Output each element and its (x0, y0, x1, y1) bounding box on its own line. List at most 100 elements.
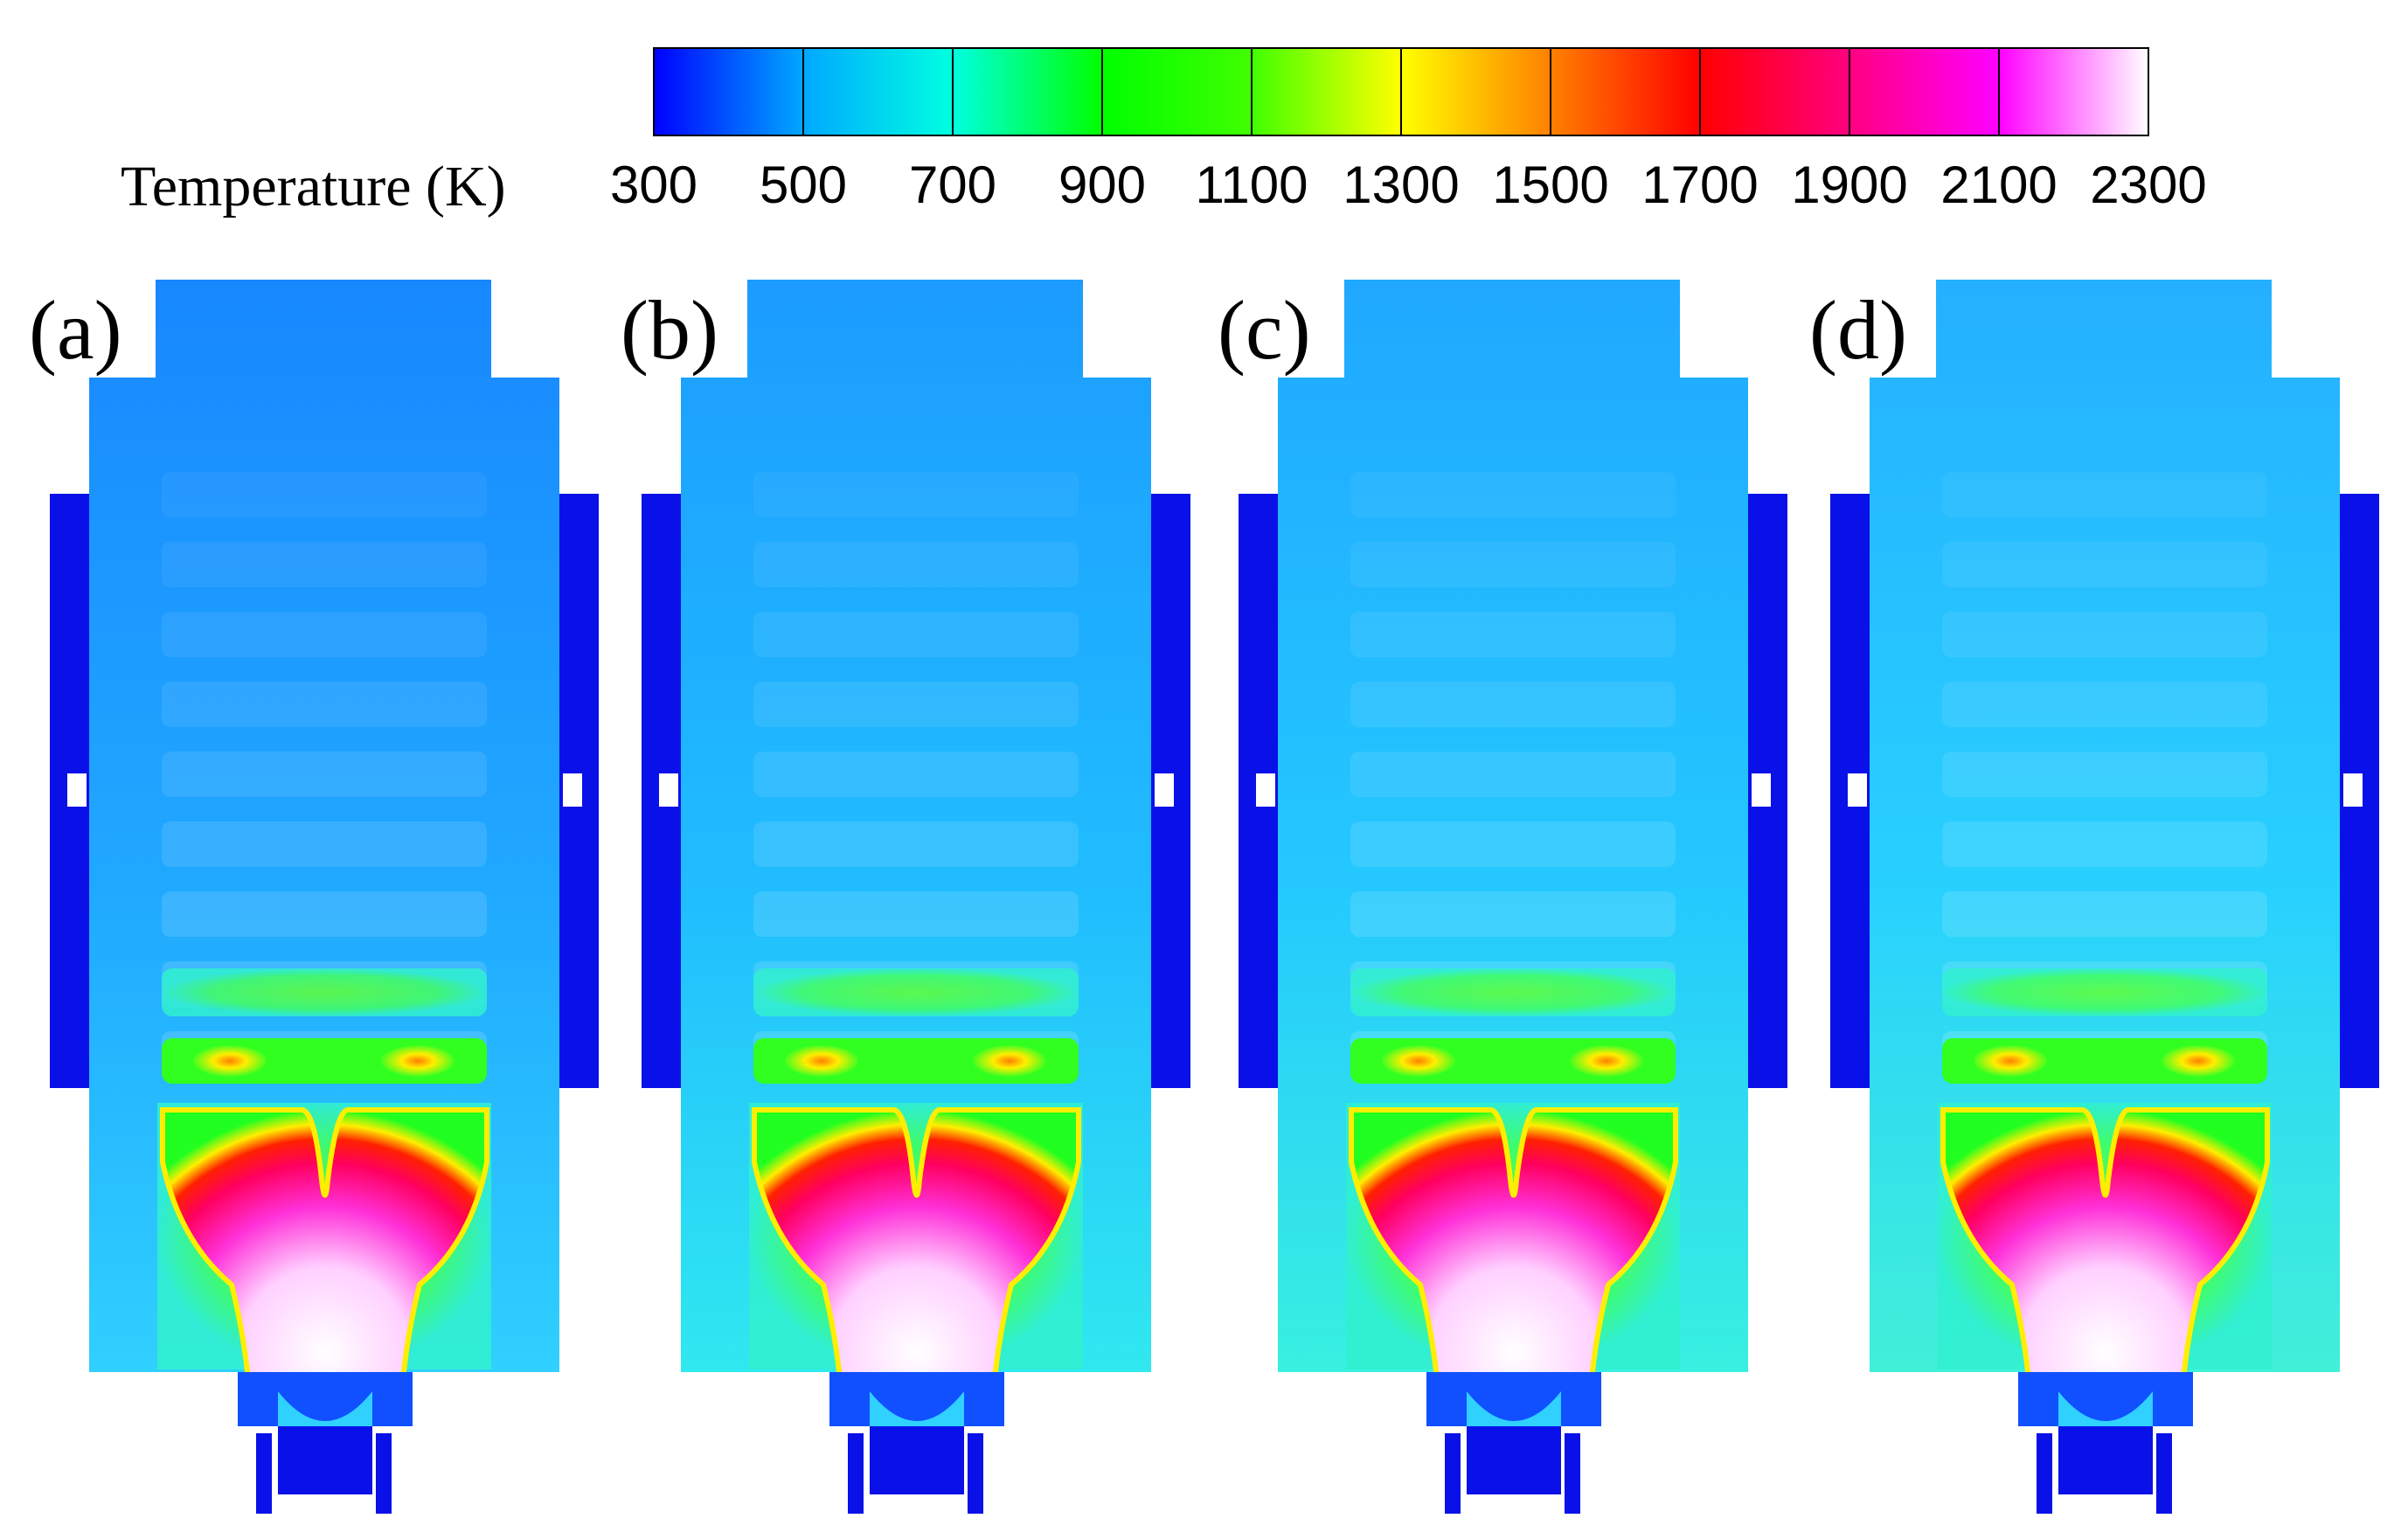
burner-base (1426, 1372, 1601, 1426)
colorbar-tick-label: 1100 (1195, 156, 1308, 214)
hot-spot (2162, 1045, 2235, 1077)
colorbar-tick-labels: 300 500 700 900 1100 1300 1500 1700 1900 2100 2300 (610, 156, 2207, 214)
contour-panel: (a) (29, 280, 599, 1514)
warm-band-upper (1942, 968, 2267, 1016)
flow-band (1942, 752, 2267, 797)
wall-port (1155, 773, 1174, 807)
burner-base (238, 1372, 413, 1426)
flow-band (162, 752, 487, 797)
furnace-domain (89, 280, 559, 1372)
flow-band (1350, 682, 1676, 727)
wall-port (1256, 773, 1275, 807)
flow-band (1942, 542, 2267, 587)
flow-band (1350, 612, 1676, 657)
hot-spot (973, 1045, 1046, 1077)
panel-label: (a) (29, 283, 122, 377)
burner-pipe (968, 1433, 983, 1514)
flow-band (162, 682, 487, 727)
flame-core (752, 1107, 1081, 1437)
flow-band (1942, 891, 2267, 937)
burner-throat (278, 1426, 372, 1494)
colorbar-tick-label: 2300 (2090, 156, 2206, 214)
burner-base (829, 1372, 1004, 1426)
burner-throat (1467, 1426, 1561, 1494)
colorbar-tick-label: 500 (760, 156, 847, 214)
burner-pipe (256, 1433, 272, 1514)
warm-band-upper (1350, 968, 1676, 1016)
burner-pipe (2037, 1433, 2052, 1514)
hot-spot (785, 1045, 858, 1077)
hot-spot (1974, 1045, 2047, 1077)
hot-spot (381, 1045, 455, 1077)
flow-band (162, 612, 487, 657)
panel-label: (c) (1218, 283, 1311, 377)
furnace-domain (1278, 280, 1748, 1372)
burner-throat (870, 1426, 964, 1494)
burner-pipe (376, 1433, 392, 1514)
flow-band (1942, 682, 2267, 727)
hot-spot (193, 1045, 267, 1077)
flow-band (753, 472, 1079, 517)
burner-throat (2058, 1426, 2153, 1494)
colorbar-tick-label: 1500 (1492, 156, 1608, 214)
flame-core (1349, 1107, 1678, 1437)
contour-panel: (d) (1809, 280, 2379, 1514)
contour-panel: (b) (621, 280, 1190, 1514)
colorbar-tick-label: 2100 (1940, 156, 2057, 214)
hot-spot (1382, 1045, 1455, 1077)
wall-port (659, 773, 678, 807)
flow-band (162, 542, 487, 587)
warm-band-upper (753, 968, 1079, 1016)
wall-port (2343, 773, 2363, 807)
colorbar-dividers (802, 48, 2000, 135)
colorbar-tick-label: 300 (610, 156, 697, 214)
colorbar-tick-label: 1300 (1343, 156, 1459, 214)
contour-panels: (a) (b) (c) (d) (29, 280, 2379, 1514)
colorbar-tick-label: 900 (1058, 156, 1146, 214)
flow-band (753, 891, 1079, 937)
burner-base (2018, 1372, 2193, 1426)
flame-core (1940, 1107, 2270, 1437)
warm-band-upper (162, 968, 487, 1016)
flow-band (162, 891, 487, 937)
wall-port (1752, 773, 1771, 807)
burner-pipe (848, 1433, 864, 1514)
flow-band (753, 612, 1079, 657)
contour-panel: (c) (1218, 280, 1787, 1514)
burner-tip (278, 1391, 372, 1426)
burner-tip (1467, 1391, 1561, 1426)
hot-spot (1570, 1045, 1643, 1077)
colorbar-tick-label: 1900 (1791, 156, 1907, 214)
flow-band (1350, 752, 1676, 797)
flow-band (1350, 821, 1676, 867)
colorbar-tick-label: 1700 (1641, 156, 1758, 214)
colorbar: Temperature (K) 300 500 700 900 1100 1300 1500… (121, 47, 2207, 218)
flow-band (1350, 891, 1676, 937)
burner-pipe (1565, 1433, 1580, 1514)
burner-pipe (1445, 1433, 1461, 1514)
flow-band (162, 472, 487, 517)
flow-band (753, 752, 1079, 797)
flow-band (753, 821, 1079, 867)
furnace-domain (1870, 280, 2340, 1372)
burner-pipe (2156, 1433, 2172, 1514)
flow-band (1350, 542, 1676, 587)
panel-label: (d) (1809, 283, 1907, 377)
wall-port (67, 773, 87, 807)
flow-band (1942, 472, 2267, 517)
flow-band (1942, 821, 2267, 867)
burner-tip (870, 1391, 964, 1426)
wall-port (1848, 773, 1867, 807)
furnace-domain (681, 280, 1151, 1372)
panel-label: (b) (621, 283, 718, 377)
colorbar-title: Temperature (K) (121, 155, 506, 218)
burner-tip (2058, 1391, 2153, 1426)
colorbar-tick-label: 700 (909, 156, 996, 214)
flow-band (1350, 472, 1676, 517)
flame-core (160, 1107, 489, 1437)
flow-band (1942, 612, 2267, 657)
flow-band (753, 542, 1079, 587)
wall-port (563, 773, 582, 807)
flow-band (162, 821, 487, 867)
